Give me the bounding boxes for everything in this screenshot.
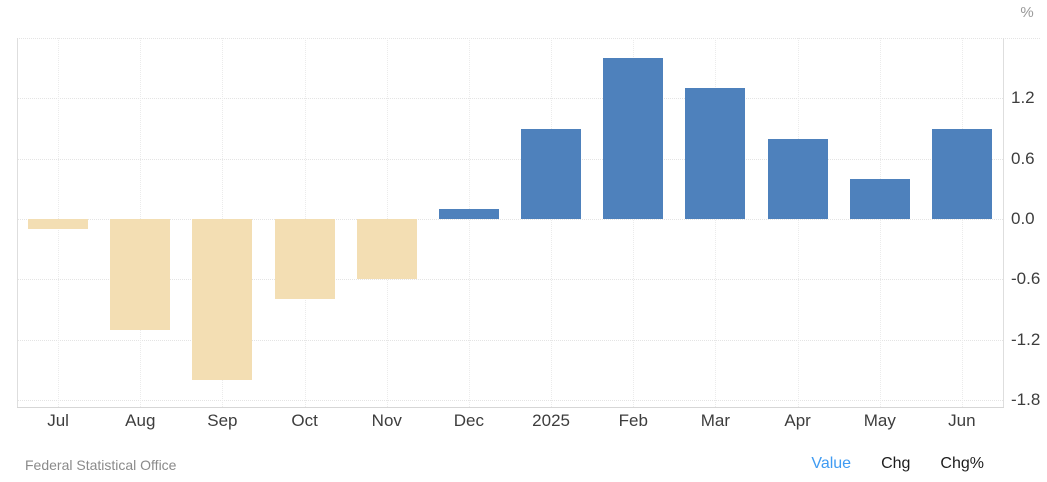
plot-bottom-axis-line bbox=[17, 407, 1004, 408]
gridline-horizontal bbox=[17, 279, 1003, 281]
bar-apr[interactable] bbox=[767, 138, 828, 219]
x-axis-tick-label: Mar bbox=[700, 411, 731, 430]
bar-mar[interactable] bbox=[685, 88, 746, 219]
toggle-chg[interactable]: Chg bbox=[881, 455, 911, 472]
bar-feb[interactable] bbox=[603, 58, 664, 219]
bar-may[interactable] bbox=[849, 178, 910, 219]
y-axis-unit-label: % bbox=[1020, 4, 1034, 21]
gridline-horizontal bbox=[17, 98, 1003, 100]
bar-aug[interactable] bbox=[110, 219, 171, 330]
gridline-vertical bbox=[468, 38, 470, 407]
x-axis-tick-label: Nov bbox=[371, 411, 402, 430]
y-axis-tick-label: 0.0 bbox=[1011, 209, 1035, 228]
gridline-vertical bbox=[797, 38, 799, 407]
gridline-horizontal bbox=[17, 38, 1040, 39]
x-axis-tick-label: Apr bbox=[784, 411, 811, 430]
bar-nov[interactable] bbox=[356, 219, 417, 280]
toggle-value[interactable]: Value bbox=[811, 455, 852, 472]
bar-dec[interactable] bbox=[438, 208, 499, 219]
y-axis-tick-label: -1.2 bbox=[1011, 329, 1041, 349]
series-toggle-group: Value Chg Chg% bbox=[811, 455, 984, 473]
bar-jun[interactable] bbox=[931, 128, 992, 219]
y-axis-tick-label: -0.6 bbox=[1011, 269, 1041, 289]
gridline-horizontal bbox=[17, 158, 1003, 160]
x-axis-tick-label: Dec bbox=[453, 411, 484, 430]
gridline-horizontal bbox=[17, 400, 1003, 401]
toggle-chg-percent[interactable]: Chg% bbox=[940, 455, 984, 472]
gridline-horizontal bbox=[17, 339, 1003, 341]
x-axis-tick-label: Sep bbox=[207, 411, 238, 430]
source-link[interactable]: Federal Statistical Office bbox=[25, 457, 177, 473]
gridline-vertical bbox=[551, 38, 553, 407]
x-axis-tick-label: Oct bbox=[291, 411, 318, 430]
y-axis-tick-label: -1.8 bbox=[1011, 390, 1041, 409]
x-axis-tick-label: Feb bbox=[618, 411, 648, 430]
bar-jul[interactable] bbox=[28, 219, 89, 230]
plot-right-axis-line bbox=[1003, 38, 1004, 407]
gridline-vertical bbox=[879, 38, 881, 407]
x-axis-tick-label: Jul bbox=[47, 411, 69, 430]
gridline-horizontal bbox=[17, 219, 1003, 220]
bar-2025[interactable] bbox=[521, 128, 582, 219]
gridline-vertical bbox=[961, 38, 963, 407]
gridline-vertical bbox=[633, 38, 635, 407]
x-axis-tick-label: 2025 bbox=[532, 411, 570, 430]
bar-sep[interactable] bbox=[192, 219, 253, 380]
y-axis-tick-label: 0.6 bbox=[1011, 148, 1035, 168]
y-axis-tick-label: 1.2 bbox=[1011, 88, 1035, 108]
x-axis-tick-label: May bbox=[863, 411, 896, 430]
bar-oct[interactable] bbox=[274, 219, 335, 300]
plot-left-border bbox=[17, 38, 18, 407]
x-axis-tick-label: Aug bbox=[125, 411, 156, 430]
gridline-vertical bbox=[715, 38, 717, 407]
x-axis-tick-label: Jun bbox=[948, 411, 976, 430]
